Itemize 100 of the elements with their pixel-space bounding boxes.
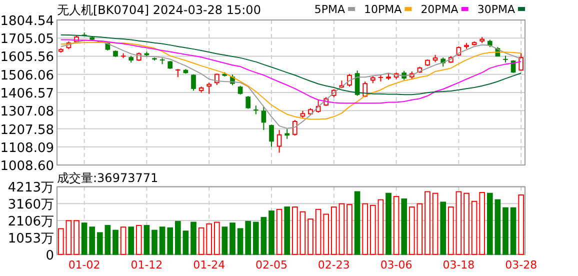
bar bbox=[292, 206, 298, 255]
y-tick-label: 3160万 bbox=[8, 198, 54, 213]
bar bbox=[144, 224, 150, 255]
x-tick-label: 01-02 bbox=[68, 258, 100, 272]
y-tick-label: 1053万 bbox=[8, 231, 54, 246]
bar bbox=[152, 230, 158, 255]
bar bbox=[440, 202, 446, 255]
bar bbox=[346, 204, 352, 255]
bar bbox=[456, 191, 462, 255]
bar bbox=[300, 211, 306, 255]
bar bbox=[222, 226, 228, 255]
bar bbox=[81, 222, 88, 255]
bar bbox=[378, 199, 384, 255]
bar bbox=[448, 206, 454, 255]
y-tick-label: 1804.54 bbox=[0, 14, 54, 29]
bar bbox=[167, 227, 174, 255]
legend-label: 10PMA bbox=[364, 3, 402, 16]
bar bbox=[370, 204, 376, 255]
bar bbox=[74, 220, 80, 255]
candlestick bbox=[206, 82, 212, 94]
y-tick-label: 1008.60 bbox=[0, 159, 54, 174]
candlestick bbox=[269, 124, 274, 148]
bar bbox=[338, 203, 345, 255]
bar bbox=[120, 226, 126, 255]
bar bbox=[230, 222, 236, 255]
candlestick bbox=[292, 119, 298, 136]
bar bbox=[354, 191, 360, 255]
bar bbox=[315, 208, 322, 255]
y-tick-label: 1406.57 bbox=[0, 86, 54, 102]
y-tick-label: 1506.06 bbox=[0, 68, 54, 84]
bar bbox=[362, 203, 368, 255]
bar bbox=[464, 192, 470, 255]
x-tick-label: 01-12 bbox=[130, 258, 163, 272]
bar bbox=[237, 228, 244, 255]
bar bbox=[494, 199, 501, 255]
bar bbox=[260, 216, 267, 255]
candlestick bbox=[191, 74, 196, 92]
bar bbox=[416, 203, 423, 255]
bar bbox=[190, 222, 196, 255]
candlestick bbox=[261, 106, 266, 130]
y-tick-label: 4213万 bbox=[8, 180, 54, 196]
bar bbox=[471, 200, 478, 255]
y-tick-label: 1605.56 bbox=[0, 50, 54, 66]
candlestick bbox=[284, 128, 290, 140]
bar bbox=[96, 232, 103, 255]
bar bbox=[276, 208, 282, 255]
bar bbox=[136, 224, 142, 255]
bar bbox=[479, 192, 486, 255]
y-tick-label: 2106万 bbox=[8, 214, 54, 230]
bar bbox=[401, 198, 408, 255]
bar bbox=[252, 222, 259, 255]
bar bbox=[268, 210, 274, 255]
bar bbox=[518, 194, 524, 255]
x-tick-label: 03-18 bbox=[442, 258, 475, 272]
candlestick bbox=[518, 52, 524, 72]
bar bbox=[330, 206, 337, 255]
bar bbox=[386, 192, 392, 255]
candlestick bbox=[362, 80, 368, 98]
x-tick-label: 03-06 bbox=[380, 258, 412, 272]
x-tick-label: 03-28 bbox=[505, 258, 538, 272]
chart-title: 无人机[BK0704] 2024-03-28 15:00 bbox=[57, 3, 261, 17]
x-tick-label: 02-05 bbox=[256, 258, 288, 272]
x-tick-label: 02-23 bbox=[318, 258, 350, 272]
legend-label: 20PMA bbox=[420, 3, 459, 16]
line-series bbox=[60, 34, 522, 96]
bar bbox=[66, 220, 72, 255]
candlestick bbox=[253, 105, 258, 115]
candlestick bbox=[276, 129, 282, 154]
bar bbox=[198, 227, 204, 255]
bar bbox=[432, 192, 438, 255]
candlestick bbox=[246, 96, 251, 110]
bar bbox=[128, 226, 134, 255]
bar bbox=[174, 220, 181, 255]
bar bbox=[89, 226, 96, 255]
chart-title: 成交量:36973771 bbox=[57, 171, 158, 185]
y-tick-label: 1207.58 bbox=[0, 122, 54, 138]
bar bbox=[214, 222, 220, 255]
legend-label: 30PMA bbox=[477, 3, 516, 16]
bar bbox=[284, 206, 290, 255]
y-tick-label: 1108.09 bbox=[0, 140, 54, 156]
y-tick-label: 0 bbox=[46, 248, 54, 264]
bar bbox=[104, 224, 111, 255]
bar bbox=[308, 218, 314, 255]
legend-label: 5PMA bbox=[314, 3, 346, 16]
bar bbox=[112, 230, 118, 255]
bar bbox=[182, 230, 189, 255]
bar bbox=[408, 206, 415, 255]
bar bbox=[424, 191, 430, 255]
bar bbox=[393, 196, 400, 255]
bar bbox=[323, 214, 330, 255]
y-tick-label: 1705.05 bbox=[0, 32, 54, 48]
x-tick-label: 01-24 bbox=[193, 258, 226, 272]
bar bbox=[502, 207, 508, 255]
bar bbox=[206, 223, 212, 255]
bar bbox=[510, 207, 516, 255]
bar bbox=[58, 228, 64, 255]
bar bbox=[486, 192, 493, 255]
bar bbox=[159, 226, 166, 255]
y-tick-label: 1307.08 bbox=[0, 104, 54, 120]
bar bbox=[245, 220, 252, 255]
